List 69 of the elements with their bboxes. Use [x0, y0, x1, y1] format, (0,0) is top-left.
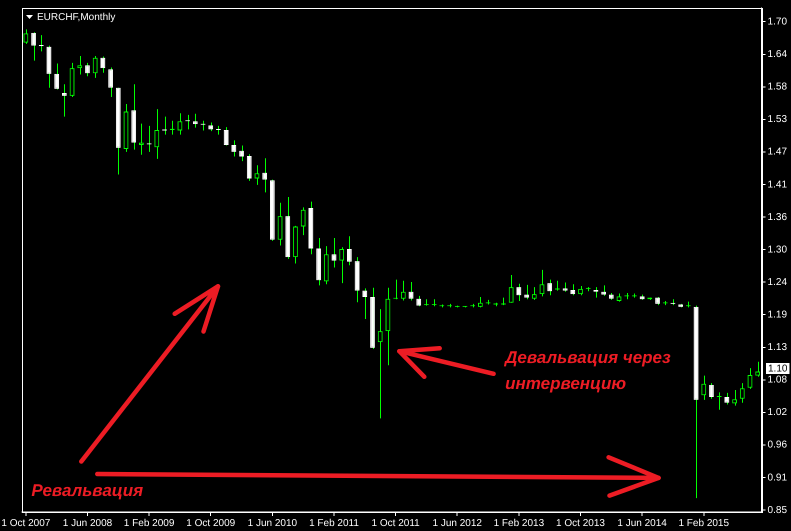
candlestick — [748, 368, 752, 390]
y-tick-label: 1.13 — [768, 342, 788, 354]
x-tick-label: 1 Oct 2009 — [186, 518, 236, 529]
y-tick-label: 1.58 — [768, 82, 788, 93]
candlestick — [231, 140, 236, 158]
candlestick — [378, 308, 383, 419]
x-tick-label: 1 Oct 2011 — [372, 518, 420, 529]
candlestick — [524, 284, 529, 300]
y-tick-label: 1.36 — [768, 212, 788, 223]
candlestick — [408, 281, 414, 301]
text: 1.10 — [768, 363, 788, 374]
candlestick — [62, 84, 67, 118]
candlestick — [300, 206, 306, 236]
candlestick — [85, 62, 90, 77]
x-tick-label: 1 Feb 2013 — [494, 518, 545, 529]
annotation: Ревальвация — [31, 481, 144, 500]
candlestick — [139, 123, 144, 156]
x-tick-label: 1 Feb 2011 — [309, 518, 360, 529]
y-tick-label: 0.91 — [768, 472, 788, 484]
candlestick — [54, 62, 60, 90]
y-tick-label: 1.70 — [768, 16, 788, 28]
candlestick — [701, 375, 706, 400]
candlestick — [516, 283, 522, 302]
y-tick-label: 1.41 — [768, 179, 788, 190]
x-tick-label: 1 Jun 2010 — [248, 518, 298, 529]
candlestick — [278, 202, 282, 246]
chart-title: EURCHF,Monthly — [37, 12, 116, 23]
x-tick-label: 1 Jun 2012 — [432, 518, 482, 529]
x-tick-label: 1 Jun 2014 — [617, 518, 668, 529]
x-tick-label: 1 Feb 2009 — [124, 518, 175, 529]
candlestick — [339, 246, 344, 284]
candlestick — [224, 126, 229, 146]
x-tick-label: 1 Feb 2015 — [678, 518, 730, 529]
y-tick-label: 1.08 — [768, 374, 788, 386]
candlestick — [362, 288, 368, 320]
candlestick — [246, 154, 252, 182]
y-tick-label: 1.30 — [768, 244, 788, 256]
x-tick-label: 1 Oct 2013 — [556, 518, 606, 529]
candlestick — [578, 286, 583, 296]
y-tick-label: 1.64 — [768, 49, 788, 60]
candlestick — [92, 55, 98, 78]
candlestick — [254, 164, 260, 186]
y-tick-label: 1.47 — [768, 146, 788, 158]
x-tick-label: 1 Oct 2007 — [1, 518, 51, 529]
candlestick — [332, 238, 336, 268]
annotation: Девальвация через интервенцию — [503, 348, 672, 394]
candlestick — [108, 67, 113, 98]
candlestick — [540, 269, 544, 297]
y-tick-label: 1.19 — [768, 309, 788, 320]
candlestick — [724, 392, 730, 405]
candlestick — [716, 392, 722, 410]
candlestick — [239, 145, 244, 162]
y-tick-label: 0.96 — [768, 440, 788, 451]
candlestick — [100, 56, 106, 74]
candlestick — [262, 158, 268, 193]
x-tick-label: 1 Jun 2008 — [62, 518, 113, 529]
y-tick-label: 1.24 — [768, 276, 788, 288]
y-tick-label: 1.02 — [768, 407, 788, 418]
candlestick — [709, 382, 714, 400]
candlestick — [154, 108, 160, 160]
candlestick — [178, 112, 182, 136]
candlestick — [77, 55, 82, 75]
y-tick-label: 0.85 — [768, 504, 788, 516]
candlestick — [508, 274, 514, 304]
candlestick — [31, 32, 36, 62]
candlestick — [416, 295, 422, 307]
candlestick — [347, 236, 352, 266]
y-tick-label: 1.53 — [768, 114, 788, 126]
candlestick — [732, 390, 737, 406]
